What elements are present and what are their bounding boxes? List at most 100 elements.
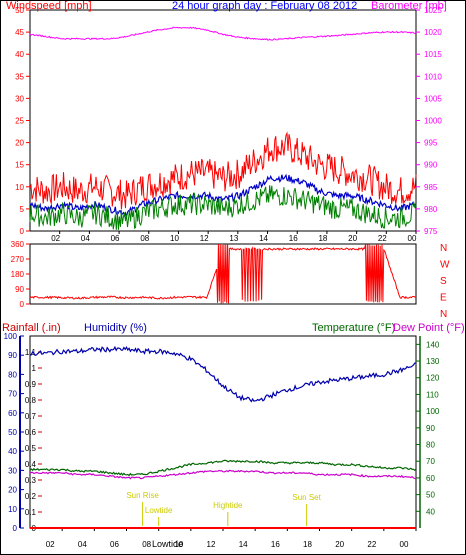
temperature-tick-label: 90 [426, 424, 435, 433]
rainfall-tick-label: 0.1 [25, 508, 37, 517]
wind-barometer-panel: Windspeed [mph] 24 hour graph day : Febr… [6, 0, 447, 243]
barometer-tick-label: 985 [424, 183, 438, 192]
wind-tick-label: 30 [15, 94, 24, 103]
wind-tick-label: 45 [15, 28, 24, 37]
barometer-tick-label: 1020 [424, 28, 442, 37]
rainfall-tick-label: 0.7 [25, 412, 37, 421]
barometer-tick-label: 1000 [424, 117, 442, 126]
humidity-tick-label: 90 [8, 351, 17, 360]
x-tick-label: 12 [207, 540, 216, 549]
x-tick-label: 08 [142, 540, 151, 549]
wind-tick-label: 5 [20, 205, 25, 214]
chart-title: 24 hour graph day : February 08 2012 [172, 0, 357, 12]
wind-tick-label: 20 [15, 139, 24, 148]
rainfall-tick-label: 0.2 [25, 492, 37, 501]
wind-speed-line [29, 185, 417, 230]
humidity-tick-label: 20 [8, 486, 17, 495]
temperature-line [29, 459, 417, 477]
rainfall-axis-label: Rainfall (.in) [2, 322, 61, 334]
humidity-axis-label: Humidity (%) [84, 322, 147, 334]
temperature-tick-label: 40 [426, 507, 435, 516]
rainfall-tick-label: 0.9 [25, 380, 37, 389]
humidity-tick-label: 30 [8, 466, 17, 475]
wind-tick-label: 10 [15, 183, 24, 192]
humidity-tick-label: 70 [8, 390, 17, 399]
x-tick-label: 04 [81, 234, 90, 243]
x-tick-label: 20 [335, 540, 344, 549]
barometer-tick-label: 1010 [424, 72, 442, 81]
temperature-tick-label: 140 [426, 340, 440, 349]
rainfall-tick-label: 0.4 [25, 460, 37, 469]
barometer-line [29, 26, 417, 41]
rainfall-tick-label: 0.6 [25, 428, 37, 437]
temperature-tick-label: 70 [426, 457, 435, 466]
wind-tick-label: 40 [15, 50, 24, 59]
barometer-tick-label: 975 [424, 227, 438, 236]
x-tick-label: 00 [408, 234, 417, 243]
temperature-tick-label: 50 [426, 491, 435, 500]
x-extra-lowtide-label: Lowtide [152, 539, 183, 549]
humidity-line [29, 345, 417, 403]
temperature-tick-label: 60 [426, 474, 435, 483]
wind-tick-label: 35 [15, 72, 24, 81]
dew-point-axis-label: Dew Point (°F) [393, 322, 465, 334]
compass-label: N [440, 309, 447, 320]
wind-tick-label: 50 [15, 6, 24, 15]
humidity-tick-label: 100 [4, 332, 18, 341]
barometer-axis-label: Barometer [mb] [371, 0, 447, 12]
wind-direction-line [29, 243, 416, 304]
rainfall-tick-label: 0.8 [25, 396, 37, 405]
rainfall-tick-label: 0.5 [25, 444, 37, 453]
x-tick-label: 14 [239, 540, 248, 549]
x-tick-label: 20 [348, 234, 357, 243]
x-tick-label: 06 [111, 234, 120, 243]
humidity-tick-label: 10 [8, 505, 17, 514]
direction-tick-label: 0 [20, 300, 25, 309]
barometer-tick-label: 980 [424, 205, 438, 214]
x-tick-label: 12 [200, 234, 209, 243]
wind-tick-label: 15 [15, 161, 24, 170]
x-tick-label: 14 [259, 234, 268, 243]
event-annotation: Lowtide [145, 506, 173, 515]
x-tick-label: 02 [51, 234, 60, 243]
humidity-tick-label: 80 [8, 370, 17, 379]
barometer-tick-label: 1005 [424, 94, 442, 103]
temperature-tick-label: 110 [426, 390, 439, 399]
compass-label: E [440, 293, 447, 304]
x-tick-label: 18 [318, 234, 327, 243]
direction-tick-label: 270 [11, 255, 25, 264]
compass-label: N [440, 243, 447, 254]
rainfall-tick-label: 1 [32, 364, 37, 373]
x-tick-label: 13 [229, 234, 238, 243]
x-tick-label: 10 [170, 234, 179, 243]
temperature-axis-label: Temperature (°F) [312, 322, 395, 334]
temperature-tick-label: 80 [426, 441, 435, 450]
x-tick-label: 06 [110, 540, 119, 549]
wind-tick-label: 25 [15, 117, 24, 126]
direction-tick-label: 90 [15, 285, 24, 294]
barometer-tick-label: 995 [424, 139, 438, 148]
rainfall-tick-label: 1.1 [25, 348, 37, 357]
humidity-tick-label: 60 [8, 409, 17, 418]
x-tick-label: 10 [174, 540, 183, 549]
humidity-tick-label: 0 [13, 524, 18, 533]
temperature-tick-label: 100 [426, 407, 440, 416]
x-tick-label: 22 [367, 540, 376, 549]
wind-gust-line [29, 131, 417, 210]
x-tick-label: 22 [378, 234, 387, 243]
x-tick-label: 00 [400, 540, 409, 549]
temperature-tick-label: 120 [426, 374, 440, 383]
direction-tick-label: 360 [11, 240, 25, 249]
event-annotation: Hightide [213, 501, 243, 510]
wind-tick-label: 0 [20, 227, 25, 236]
humidity-tick-label: 40 [8, 447, 17, 456]
barometer-tick-label: 990 [424, 161, 438, 170]
compass-label: W [440, 260, 450, 271]
x-tick-label: 18 [303, 540, 312, 549]
direction-tick-label: 180 [11, 270, 25, 279]
x-tick-label: 04 [78, 540, 87, 549]
event-annotation: Sun Set [292, 493, 321, 502]
temperature-tick-label: 130 [426, 357, 440, 366]
